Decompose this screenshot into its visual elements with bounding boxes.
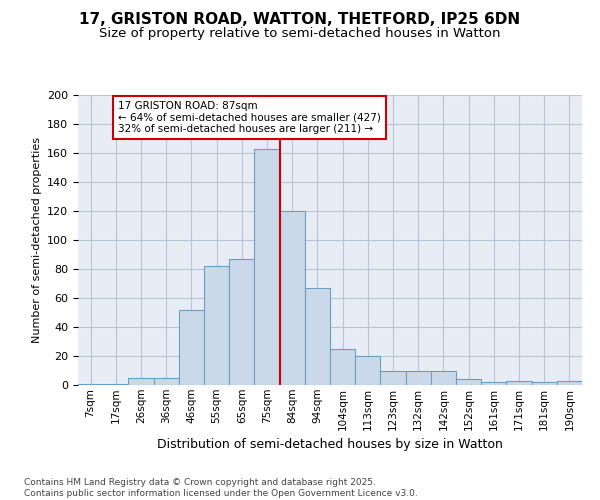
Bar [406, 370, 431, 385]
Bar [254, 148, 280, 385]
Bar [103, 384, 128, 385]
Bar [154, 378, 179, 385]
Bar [506, 380, 532, 385]
Text: 17 GRISTON ROAD: 87sqm
← 64% of semi-detached houses are smaller (427)
32% of se: 17 GRISTON ROAD: 87sqm ← 64% of semi-det… [118, 101, 381, 134]
Text: 17, GRISTON ROAD, WATTON, THETFORD, IP25 6DN: 17, GRISTON ROAD, WATTON, THETFORD, IP25… [79, 12, 521, 28]
Bar [305, 288, 330, 385]
Bar [456, 379, 481, 385]
Text: Contains HM Land Registry data © Crown copyright and database right 2025.
Contai: Contains HM Land Registry data © Crown c… [24, 478, 418, 498]
Bar [380, 370, 406, 385]
Bar [179, 310, 204, 385]
Bar [330, 349, 355, 385]
Bar [431, 370, 456, 385]
Bar [204, 266, 229, 385]
Text: Size of property relative to semi-detached houses in Watton: Size of property relative to semi-detach… [99, 28, 501, 40]
Bar [128, 378, 154, 385]
Bar [229, 259, 254, 385]
Bar [355, 356, 380, 385]
X-axis label: Distribution of semi-detached houses by size in Watton: Distribution of semi-detached houses by … [157, 438, 503, 451]
Bar [557, 380, 582, 385]
Y-axis label: Number of semi-detached properties: Number of semi-detached properties [32, 137, 41, 343]
Bar [532, 382, 557, 385]
Bar [481, 382, 506, 385]
Bar [78, 384, 103, 385]
Bar [280, 211, 305, 385]
